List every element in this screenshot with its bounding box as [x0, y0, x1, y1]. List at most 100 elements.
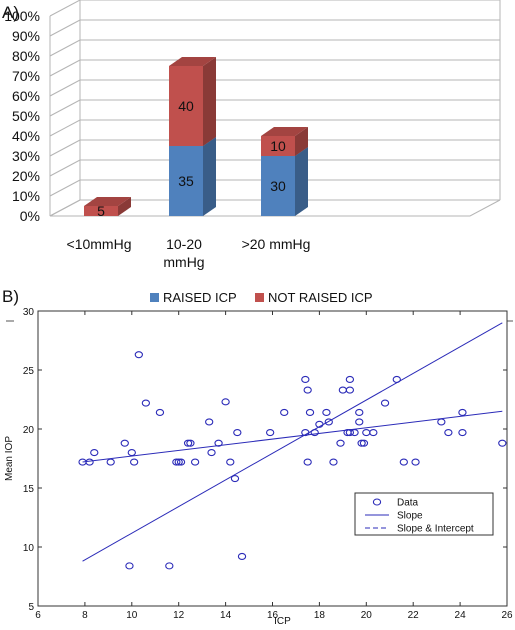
x-tick-label: 10 [126, 610, 138, 621]
data-point [106, 458, 115, 466]
bar-segment [169, 66, 203, 146]
panel-b-label: B) [2, 287, 19, 306]
data-point [322, 408, 331, 417]
gridline-side [49, 159, 81, 177]
category-label: 10-20 [166, 236, 202, 252]
y-tick-label: 0% [20, 208, 40, 224]
x-tick-label: 6 [35, 610, 41, 621]
gridline-side [49, 59, 81, 77]
x-tick-label: 20 [361, 610, 373, 621]
data-point [315, 420, 324, 428]
y-tick-label: 10% [12, 188, 40, 204]
x-tick-label: 8 [82, 610, 88, 621]
category-label: >20 mmHg [242, 236, 311, 252]
stacked-bar-chart: 0% 10% 20% 30% 40% 50% 60% 70% 80% 90% 100% 5 <10mmH… [4, 0, 501, 270]
gridline-side [49, 19, 81, 37]
data-point [345, 428, 355, 437]
y-tick-label: 60% [12, 88, 40, 104]
data-point [303, 386, 312, 394]
data-point [129, 458, 139, 466]
data-point [444, 428, 453, 437]
bar-segment [261, 156, 295, 216]
legend-label: Slope & Intercept [397, 524, 474, 535]
data-point [233, 428, 242, 437]
data-point [324, 418, 333, 426]
y-tick-label: 20 [23, 425, 35, 436]
x-tick-label: 14 [220, 610, 232, 621]
y-tick-label: 30% [12, 148, 40, 164]
data-point [336, 439, 345, 447]
data-point [127, 449, 136, 457]
data-point [380, 399, 390, 407]
data-point [155, 408, 165, 417]
y-tick-label: 15 [23, 484, 35, 495]
data-point [176, 458, 186, 466]
gridline-side [49, 99, 81, 117]
y-tick-label: 25 [23, 366, 35, 377]
gridline-side [49, 179, 81, 197]
data-point [359, 439, 369, 447]
data-point [205, 418, 214, 426]
x-tick-label: 24 [455, 610, 467, 621]
y-tick-label: 70% [12, 68, 40, 84]
y-tick-label: 50% [12, 108, 40, 124]
data-point [165, 562, 174, 570]
y-tick-label: 90% [12, 28, 40, 44]
data-point [186, 439, 195, 447]
data-point [392, 375, 401, 383]
y-tick-label: 10 [23, 543, 35, 554]
panel-a-label: A) [2, 3, 19, 22]
data-point [221, 398, 230, 406]
y-tick-label: 5 [28, 602, 34, 613]
data-point [350, 428, 359, 437]
data-point [125, 562, 134, 570]
data-point [301, 428, 310, 437]
bar-segment-side [295, 127, 308, 156]
floor [49, 199, 501, 217]
data-point [355, 418, 364, 426]
data-point [305, 408, 315, 417]
data-label: 40 [178, 98, 194, 114]
bar-segment-top [261, 127, 308, 136]
bar-segment-side [295, 147, 308, 216]
data-point [190, 458, 200, 466]
bar-segment-side [203, 137, 216, 216]
x-tick-label: 22 [408, 610, 420, 621]
y-tick-label: 100% [4, 8, 40, 24]
scatter-chart: 6 8 10 12 14 16 18 20 22 24 26 5 10 15 20 25 30 ICP Mean I… [4, 307, 513, 627]
legend-label: Data [397, 498, 419, 509]
data-point [237, 552, 247, 560]
data-label: 35 [178, 173, 194, 189]
data-point [329, 458, 338, 466]
x-tick-label: 26 [501, 610, 513, 621]
bar-legend: RAISED ICP NOT RAISED ICP [150, 290, 373, 305]
gridline-side [49, 139, 81, 157]
legend-swatch [150, 293, 159, 302]
data-point [345, 386, 355, 394]
legend-label: NOT RAISED ICP [268, 290, 373, 305]
gridline-side [49, 79, 81, 97]
data-point [120, 439, 129, 447]
data-point [141, 399, 151, 407]
legend-label: RAISED ICP [163, 290, 237, 305]
data-point [458, 408, 467, 417]
gridline-side [49, 39, 81, 57]
data-point [303, 458, 312, 466]
fit-line [82, 410, 503, 463]
x-axis-label: ICP [274, 616, 291, 627]
data-point [85, 458, 94, 466]
bar-segment [84, 206, 118, 216]
data-point [301, 375, 310, 383]
data-point [437, 418, 446, 426]
bar-segment-top [84, 197, 131, 206]
data-label: 30 [270, 178, 286, 194]
data-point [134, 351, 143, 359]
legend-label: Slope [397, 511, 423, 522]
data-point [498, 439, 507, 447]
bar-segment [261, 136, 295, 156]
bar-segment-top [169, 57, 216, 66]
x-tick-label: 12 [173, 610, 185, 621]
x-tick-label: 18 [314, 610, 326, 621]
x-tick-label: 16 [267, 610, 279, 621]
